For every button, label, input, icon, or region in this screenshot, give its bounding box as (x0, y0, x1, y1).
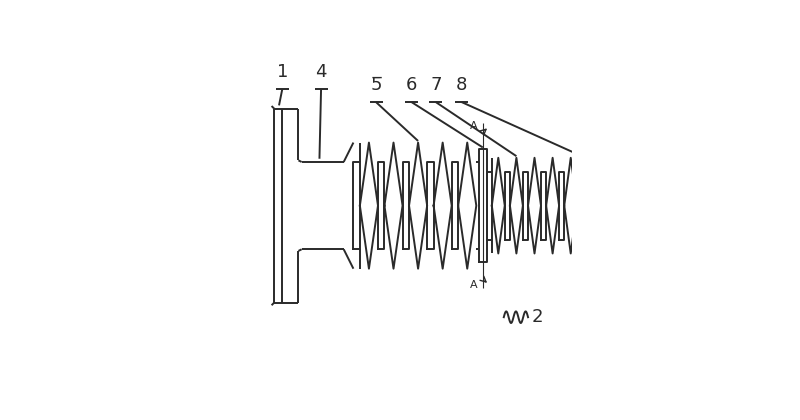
Text: A: A (470, 280, 478, 290)
Text: 4: 4 (315, 63, 327, 81)
Text: 1: 1 (277, 63, 288, 81)
Text: 7: 7 (430, 76, 442, 94)
Text: A: A (470, 121, 478, 131)
Text: 5̅: 5̅ (370, 76, 382, 94)
Text: 2: 2 (531, 308, 542, 326)
Text: 6: 6 (406, 76, 418, 94)
Text: 8: 8 (456, 76, 467, 94)
